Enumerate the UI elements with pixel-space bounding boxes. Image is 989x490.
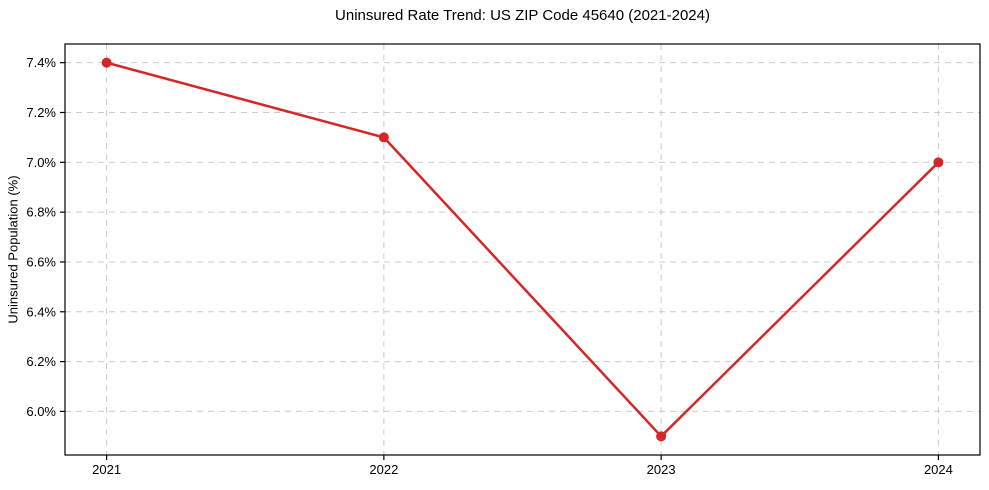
data-point-marker	[378, 132, 389, 143]
y-tick-label: 6.2%	[26, 354, 56, 369]
y-tick-label: 7.2%	[26, 105, 56, 120]
data-point-marker	[656, 431, 667, 442]
data-point-marker	[101, 57, 112, 68]
x-tick-label: 2024	[924, 462, 953, 477]
y-tick-label: 6.6%	[26, 254, 56, 269]
trend-line	[105, 61, 940, 438]
chart-title: Uninsured Rate Trend: US ZIP Code 45640 …	[335, 7, 710, 24]
y-tick-label: 7.4%	[26, 55, 56, 70]
y-tick-label: 6.8%	[26, 205, 56, 220]
axis-frame	[64, 43, 981, 456]
y-tick-label: 7.0%	[26, 155, 56, 170]
data-point-marker	[933, 157, 944, 168]
x-tick-label: 2021	[92, 462, 121, 477]
x-tick-label: 2022	[369, 462, 398, 477]
y-tick-label: 6.0%	[26, 404, 56, 419]
y-tick-label: 6.4%	[26, 304, 56, 319]
x-tick-label: 2023	[647, 462, 676, 477]
